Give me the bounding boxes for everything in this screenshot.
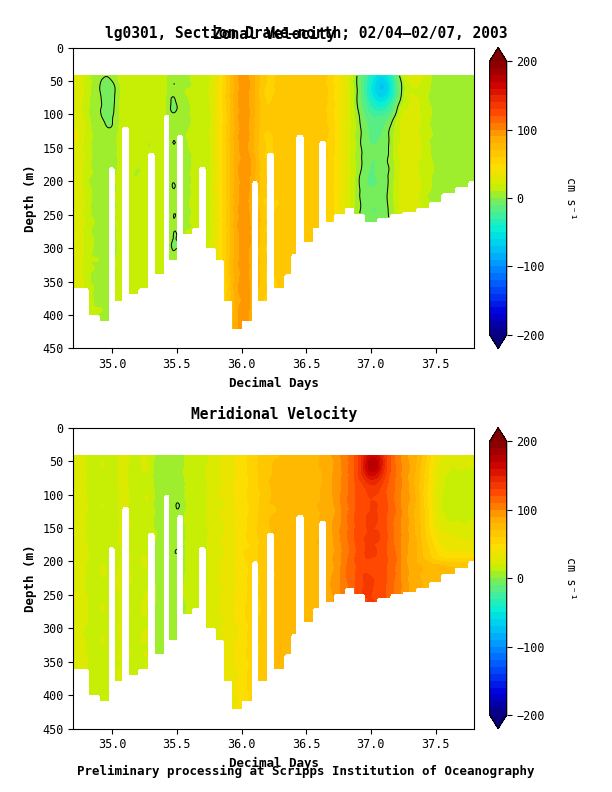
Y-axis label: cm s⁻¹: cm s⁻¹ bbox=[564, 177, 577, 219]
Title: Zonal Velocity: Zonal Velocity bbox=[212, 26, 335, 42]
Text: Preliminary processing at Scripps Institution of Oceanography: Preliminary processing at Scripps Instit… bbox=[77, 764, 535, 778]
Y-axis label: Depth (m): Depth (m) bbox=[24, 164, 37, 232]
Text: lg0301, Section Drake–north; 02/04–02/07, 2003: lg0301, Section Drake–north; 02/04–02/07… bbox=[105, 25, 507, 41]
Y-axis label: cm s⁻¹: cm s⁻¹ bbox=[564, 557, 577, 600]
X-axis label: Decimal Days: Decimal Days bbox=[229, 377, 319, 390]
PathPatch shape bbox=[490, 428, 507, 441]
PathPatch shape bbox=[490, 715, 507, 729]
X-axis label: Decimal Days: Decimal Days bbox=[229, 757, 319, 770]
Title: Meridional Velocity: Meridional Velocity bbox=[191, 406, 357, 422]
PathPatch shape bbox=[490, 335, 507, 348]
PathPatch shape bbox=[490, 48, 507, 61]
Y-axis label: Depth (m): Depth (m) bbox=[24, 544, 37, 612]
